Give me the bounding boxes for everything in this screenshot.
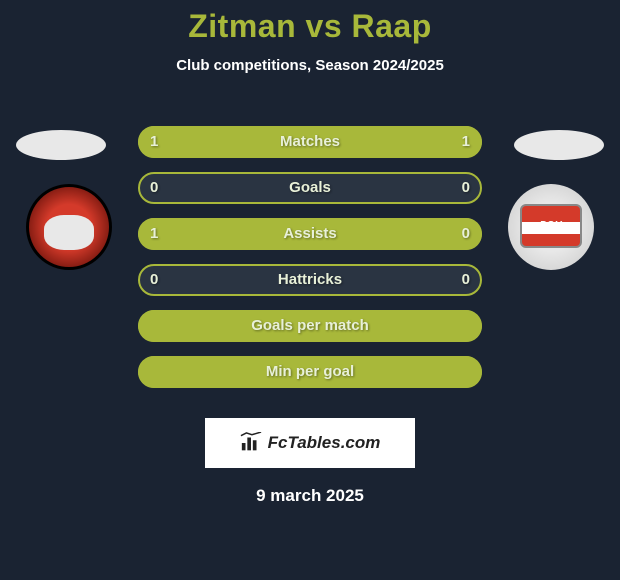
club-right-abbrev: PSV	[522, 220, 580, 231]
bar-label: Hattricks	[138, 264, 482, 296]
player-right-avatar-placeholder	[514, 130, 604, 160]
bar-value-left: 1	[150, 126, 158, 158]
bar-label: Assists	[138, 218, 482, 250]
bar-value-right: 1	[462, 126, 470, 158]
attribution-text: FcTables.com	[268, 433, 381, 453]
attribution-badge: FcTables.com	[205, 418, 415, 468]
bar-value-left: 1	[150, 218, 158, 250]
bar-label: Goals per match	[138, 310, 482, 342]
bar-label: Goals	[138, 172, 482, 204]
club-badge-left-inner	[44, 215, 94, 250]
bar-value-left: 0	[150, 264, 158, 296]
bar-row: Goals per match	[138, 310, 482, 342]
club-badge-right-inner: PSV	[520, 204, 582, 248]
club-badge-left	[26, 184, 112, 270]
bar-row: Hattricks0 0	[138, 264, 482, 296]
bar-label: Min per goal	[138, 356, 482, 388]
bar-value-right: 0	[462, 264, 470, 296]
page-title: Zitman vs Raap	[0, 8, 620, 45]
bar-row: Assists1 0	[138, 218, 482, 250]
bar-row: Matches1 1	[138, 126, 482, 158]
bar-value-left: 0	[150, 172, 158, 204]
bar-label: Matches	[138, 126, 482, 158]
comparison-chart: PSV Matches11Goals00Assists10Hattricks00…	[0, 106, 620, 406]
bar-row: Goals0 0	[138, 172, 482, 204]
bar-value-right: 0	[462, 218, 470, 250]
bar-chart-icon	[240, 432, 262, 454]
bar-row: Min per goal	[138, 356, 482, 388]
player-left-avatar-placeholder	[16, 130, 106, 160]
club-badge-right: PSV	[508, 184, 594, 270]
bar-list: Matches11Goals00Assists10Hattricks00Goal…	[138, 126, 482, 402]
subtitle: Club competitions, Season 2024/2025	[0, 57, 620, 74]
infographic-root: Zitman vs Raap Club competitions, Season…	[0, 0, 620, 506]
bar-value-right: 0	[462, 172, 470, 204]
date-label: 9 march 2025	[0, 486, 620, 506]
